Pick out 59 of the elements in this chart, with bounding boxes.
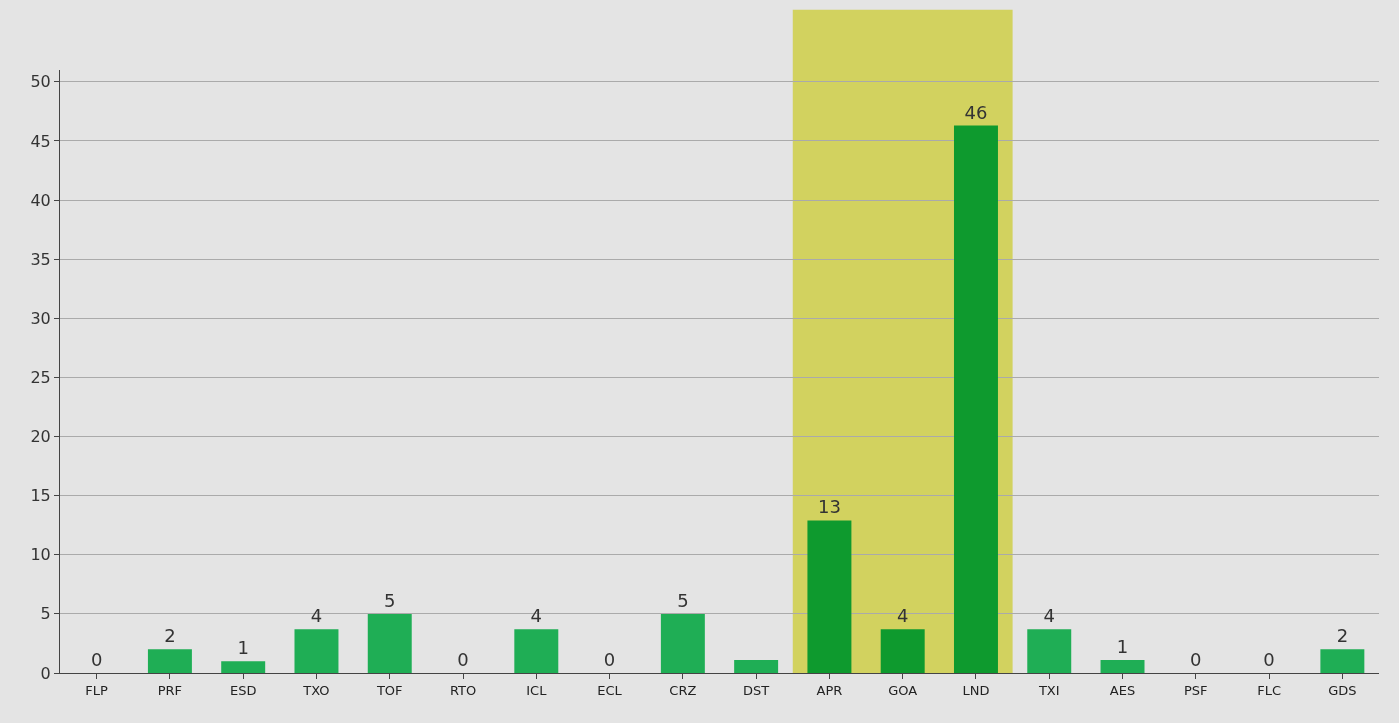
y-tick-label: 50 [30, 72, 51, 92]
y-tick-label: 25 [30, 368, 51, 388]
bar [734, 659, 779, 673]
x-tick-label: FLC [1257, 682, 1281, 698]
y-tick-label: 0 [40, 663, 51, 683]
x-tick-label: ESD [229, 682, 257, 698]
data-label: 2 [164, 625, 176, 647]
bar [221, 661, 266, 673]
data-label: 46 [964, 101, 988, 123]
x-tick-label: APR [816, 682, 843, 698]
data-label: 0 [457, 649, 469, 670]
bar [660, 613, 705, 673]
x-tick-label: TOF [375, 682, 403, 698]
x-tick-label: GDS [1328, 682, 1357, 698]
bar [367, 613, 412, 673]
x-tick-label: DST [743, 682, 770, 698]
bar [1100, 659, 1145, 673]
data-label: 0 [603, 649, 616, 670]
y-tick-label: 5 [40, 604, 51, 624]
x-tick-label: RTO [449, 682, 477, 698]
x-tick-label: PSF [1184, 682, 1208, 698]
bar [514, 629, 559, 673]
data-label: 1 [1116, 635, 1129, 657]
bar [1027, 629, 1072, 673]
data-label: 4 [1043, 605, 1055, 627]
y-tick-label: 45 [30, 131, 51, 151]
x-tick-label: LND [962, 682, 990, 698]
data-label: 4 [310, 605, 323, 627]
bar [1320, 649, 1365, 673]
data-label: 0 [1263, 649, 1275, 670]
x-tick-label: PRF [157, 682, 183, 698]
y-tick-label: 10 [30, 545, 51, 565]
x-tick-label: FLP [85, 682, 109, 698]
data-label: 13 [817, 496, 841, 518]
bar [880, 629, 925, 673]
data-label: 2 [1336, 625, 1349, 647]
y-tick-label: 35 [30, 249, 51, 269]
x-tick-label: CRZ [669, 682, 697, 698]
data-label: 0 [1190, 649, 1202, 670]
bar [953, 125, 998, 673]
y-tick-label: 15 [30, 486, 51, 506]
bar [147, 649, 192, 673]
data-label: 5 [384, 589, 396, 611]
data-label: 1 [237, 637, 249, 659]
data-label: 5 [677, 589, 689, 611]
y-tick-label: 30 [30, 308, 51, 328]
bar [807, 520, 852, 673]
data-label: 0 [90, 649, 103, 670]
x-tick-label: TXO [302, 682, 330, 698]
x-tick-label: ICL [526, 682, 548, 698]
data-label: 4 [530, 605, 543, 627]
data-label: 4 [896, 605, 909, 627]
bar [294, 629, 339, 673]
y-tick-label: 20 [30, 427, 51, 447]
x-tick-label: AES [1109, 682, 1136, 698]
x-tick-label: GOA [888, 682, 918, 698]
y-tick-label: 40 [30, 190, 51, 210]
x-tick-label: TXI [1037, 682, 1060, 698]
x-tick-label: ECL [597, 682, 623, 698]
